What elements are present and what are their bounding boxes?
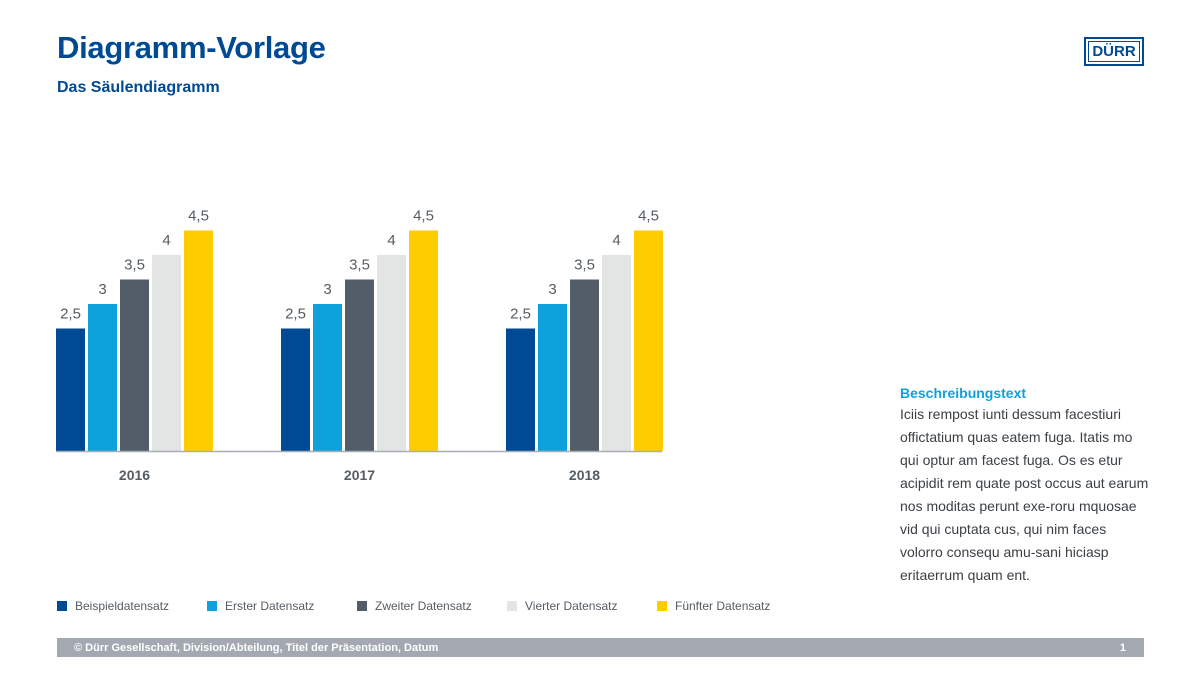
legend-swatch xyxy=(57,601,67,611)
bar-2016-1 xyxy=(56,328,85,451)
bar-2018-5 xyxy=(634,230,663,451)
data-label: 4 xyxy=(612,232,620,249)
data-label: 3 xyxy=(548,281,556,298)
data-label: 3,5 xyxy=(349,257,370,274)
legend-swatch xyxy=(357,601,367,611)
legend-item: Beispieldatensatz xyxy=(57,599,207,613)
data-label: 3 xyxy=(323,281,331,298)
legend-item: Erster Datensatz xyxy=(207,599,357,613)
bar-2018-3 xyxy=(570,279,599,451)
data-label: 2,5 xyxy=(60,306,81,323)
footer-text: © Dürr Gesellschaft, Division/Abteilung,… xyxy=(74,641,439,654)
data-label: 3,5 xyxy=(124,257,145,274)
legend-label: Erster Datensatz xyxy=(225,599,315,613)
bar-2016-3 xyxy=(120,279,149,451)
bar-2016-5 xyxy=(184,230,213,451)
legend-item: Zweiter Datensatz xyxy=(357,599,507,613)
bar-2018-4 xyxy=(602,255,631,451)
description-title: Beschreibungstext xyxy=(900,385,1027,401)
legend-swatch xyxy=(207,601,217,611)
bar-2018-2 xyxy=(538,304,567,451)
data-label: 2,5 xyxy=(510,306,531,323)
data-label: 4 xyxy=(387,232,395,249)
page-title: Diagramm-Vorlage xyxy=(57,30,326,65)
chart-legend: Beispieldatensatz Erster Datensatz Zweiter… xyxy=(57,598,807,614)
data-label: 2,5 xyxy=(285,306,306,323)
data-label: 3 xyxy=(98,281,106,298)
legend-label: Vierter Datensatz xyxy=(525,599,618,613)
data-label: 4,5 xyxy=(638,208,659,225)
x-tick-label: 2018 xyxy=(569,467,600,483)
legend-swatch xyxy=(657,601,667,611)
page-subtitle: Das Säulendiagramm xyxy=(57,79,220,96)
bar-2017-2 xyxy=(313,304,342,451)
data-label: 3,5 xyxy=(574,257,595,274)
legend-item: Vierter Datensatz xyxy=(507,599,657,613)
description-box: Beschreibungstext Iciis rempost iunti de… xyxy=(900,385,1150,587)
bar-2017-5 xyxy=(409,230,438,451)
x-tick-label: 2017 xyxy=(344,467,375,483)
bar-2017-4 xyxy=(377,255,406,451)
x-tick-label: 2016 xyxy=(119,467,150,483)
legend-item: Fünfter Datensatz xyxy=(657,599,807,613)
logo-text: DÜRR xyxy=(1088,41,1140,62)
legend-swatch xyxy=(507,601,517,611)
data-label: 4,5 xyxy=(413,208,434,225)
legend-label: Fünfter Datensatz xyxy=(675,599,771,613)
bar-2017-1 xyxy=(281,328,310,451)
legend-label: Zweiter Datensatz xyxy=(375,599,472,613)
page-number: 1 xyxy=(1119,641,1126,654)
data-label: 4,5 xyxy=(188,208,209,225)
bar-2016-4 xyxy=(152,255,181,451)
legend-label: Beispieldatensatz xyxy=(75,599,170,613)
data-label: 4 xyxy=(162,232,170,249)
description-body: Iciis rempost iunti dessum facestiuri of… xyxy=(900,406,1149,583)
bar-2018-1 xyxy=(506,328,535,451)
footer-bar: © Dürr Gesellschaft, Division/Abteilung,… xyxy=(57,638,1144,657)
duerr-logo: DÜRR xyxy=(1084,37,1144,66)
bar-2016-2 xyxy=(88,304,117,451)
bar-2017-3 xyxy=(345,279,374,451)
